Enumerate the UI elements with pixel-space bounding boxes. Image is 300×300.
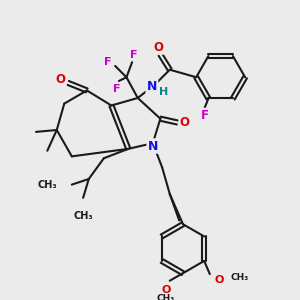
Text: CH₃: CH₃ xyxy=(73,211,93,221)
Text: F: F xyxy=(113,83,121,94)
Text: N: N xyxy=(147,80,157,93)
Text: F: F xyxy=(104,57,111,67)
Text: O: O xyxy=(180,116,190,129)
Text: F: F xyxy=(201,109,208,122)
Text: H: H xyxy=(159,87,168,97)
Text: N: N xyxy=(148,140,158,152)
Text: CH₃: CH₃ xyxy=(37,180,57,190)
Text: CH₃: CH₃ xyxy=(157,294,175,300)
Text: O: O xyxy=(161,285,171,295)
Text: O: O xyxy=(56,73,65,85)
Text: O: O xyxy=(214,275,224,285)
Text: CH₃: CH₃ xyxy=(231,273,249,282)
Text: O: O xyxy=(154,40,164,54)
Text: F: F xyxy=(130,50,138,60)
